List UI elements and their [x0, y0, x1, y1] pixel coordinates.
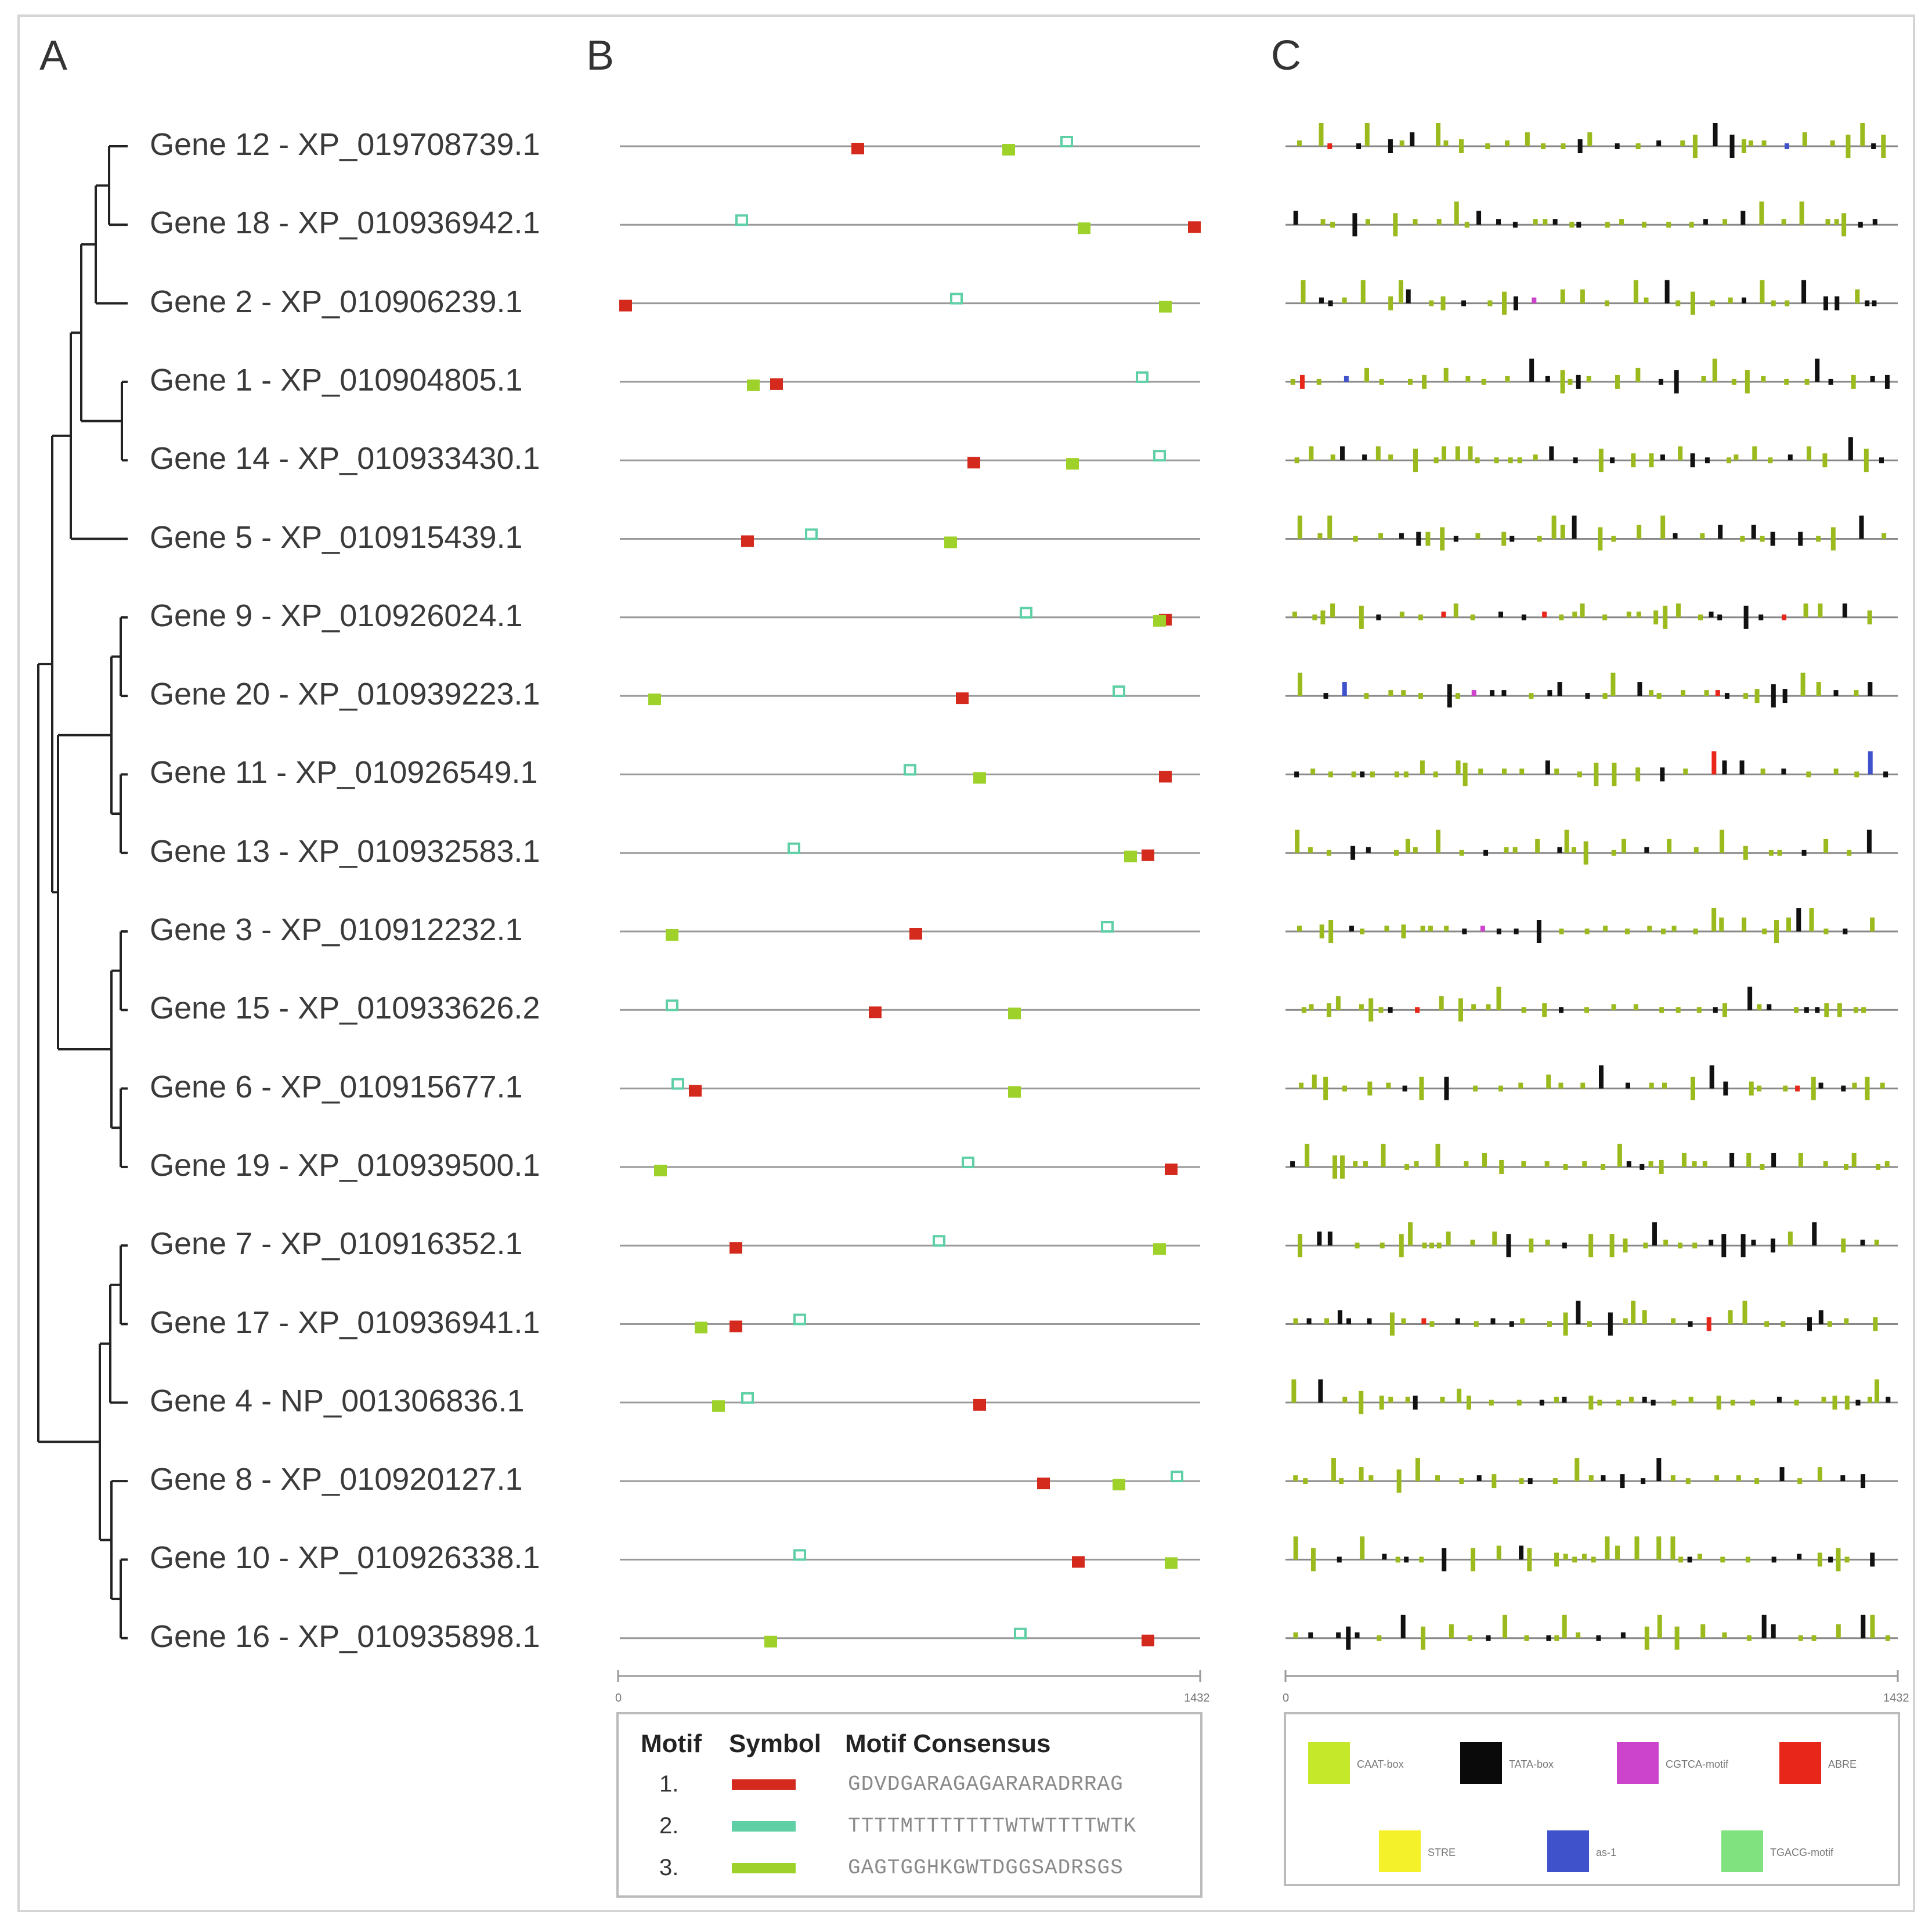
gene-label: Gene 19 - XP_010939500.1 — [150, 1147, 540, 1183]
motif-legend: Motif Symbol Motif Consensus 1. GDVDGARA… — [616, 1712, 1202, 1898]
gene-label: Gene 11 - XP_010926549.1 — [150, 755, 538, 790]
legend-motif-consensus: GAGTGGHKGWTDGGSADRSGS — [848, 1856, 1124, 1880]
legend-motif-num: 2. — [659, 1813, 679, 1839]
gene-label: Gene 9 - XP_010926024.1 — [150, 598, 523, 633]
gene-label: Gene 14 - XP_010933430.1 — [150, 441, 540, 476]
legend-motif-num: 3. — [659, 1855, 679, 1880]
legend-motif-consensus: TTTTMTTTTTTTWTWTTTTWTK — [848, 1814, 1137, 1838]
legend-as1-swatch — [1547, 1830, 1589, 1872]
legend-abre-swatch — [1779, 1742, 1821, 1784]
element-legend: CAAT-box TATA-box CGTCA-motif ABRE STRE … — [1284, 1712, 1900, 1886]
panel-label-a: A — [39, 32, 68, 79]
gene-label: Gene 12 - XP_019708739.1 — [150, 127, 540, 162]
gene-label: Gene 17 - XP_010936941.1 — [150, 1305, 540, 1340]
legend-header-motif: Motif — [641, 1729, 702, 1758]
legend-motif-consensus: GDVDGARAGAGARARADRRAG — [848, 1772, 1124, 1796]
legend-abre-label: ABRE — [1828, 1758, 1857, 1770]
gene-label: Gene 6 - XP_010915677.1 — [150, 1069, 523, 1104]
legend-caat-swatch — [1308, 1742, 1350, 1784]
gene-label: Gene 10 - XP_010926338.1 — [150, 1540, 540, 1576]
legend-motif-symbol — [732, 1821, 796, 1832]
legend-header-consensus: Motif Consensus — [845, 1729, 1051, 1758]
panel-label-b: B — [586, 32, 615, 79]
gene-label: Gene 2 - XP_010906239.1 — [150, 284, 523, 319]
gene-label: Gene 15 - XP_010933626.2 — [150, 991, 540, 1026]
legend-motif-num: 1. — [659, 1771, 679, 1797]
legend-tgacg-swatch — [1721, 1830, 1763, 1872]
gene-label: Gene 8 - XP_010920127.1 — [150, 1462, 523, 1497]
legend-tata-label: TATA-box — [1509, 1758, 1554, 1770]
legend-as1-label: as-1 — [1596, 1847, 1617, 1858]
gene-label: Gene 5 - XP_010915439.1 — [150, 519, 523, 555]
gene-label: Gene 20 - XP_010939223.1 — [150, 677, 540, 712]
gene-label: Gene 1 - XP_010904805.1 — [150, 362, 523, 398]
gene-label: Gene 3 - XP_010912232.1 — [150, 912, 523, 947]
gene-label: Gene 18 - XP_010936942.1 — [150, 205, 540, 241]
legend-stre-label: STRE — [1428, 1847, 1456, 1858]
panel-label-c: C — [1271, 32, 1301, 79]
gene-label: Gene 13 - XP_010932583.1 — [150, 833, 540, 869]
gene-label: Gene 4 - NP_001306836.1 — [150, 1383, 525, 1418]
legend-caat-label: CAAT-box — [1357, 1758, 1404, 1770]
legend-stre-swatch — [1379, 1830, 1421, 1872]
legend-tgacg-label: TGACG-motif — [1770, 1847, 1834, 1858]
legend-motif-symbol — [732, 1863, 796, 1873]
legend-header-symbol: Symbol — [729, 1729, 821, 1758]
gene-label: Gene 16 - XP_010935898.1 — [150, 1619, 540, 1654]
legend-tata-swatch — [1460, 1742, 1502, 1784]
legend-cgtca-swatch — [1617, 1742, 1659, 1784]
legend-cgtca-label: CGTCA-motif — [1666, 1758, 1728, 1770]
gene-label: Gene 7 - XP_010916352.1 — [150, 1226, 523, 1262]
legend-motif-symbol — [732, 1779, 796, 1790]
figure-frame — [17, 15, 1915, 1912]
